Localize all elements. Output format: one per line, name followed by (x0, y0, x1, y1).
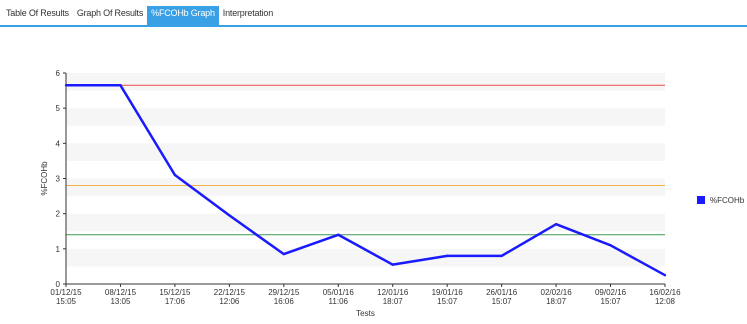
y-tick-label: 4 (56, 139, 61, 148)
y-tick-label: 3 (56, 175, 61, 184)
x-tick-label-time: 11:06 (329, 297, 349, 306)
data-point (445, 254, 449, 258)
x-tick-label-time: 12:08 (655, 297, 676, 306)
data-point (337, 233, 340, 236)
reference-lines (66, 84, 665, 236)
tab-interpretation[interactable]: Interpretation (222, 8, 274, 18)
x-tick-label-date: 16/02/16 (649, 288, 681, 297)
legend: %FCOHb (697, 196, 745, 205)
series-line-fcohb (66, 84, 666, 277)
tab-table-of-results[interactable]: Table Of Results (6, 8, 69, 18)
data-point (173, 173, 177, 177)
x-tick-label-date: 19/01/16 (432, 288, 464, 297)
y-axis-title: %FCOHb (40, 161, 49, 196)
y-tick-label: 0 (56, 280, 61, 289)
legend-swatch (697, 196, 705, 204)
tab-graph-of-results[interactable]: Graph Of Results (76, 8, 144, 18)
background-bands (66, 73, 665, 267)
y-tick-label: 1 (56, 245, 61, 254)
y-tick-label: 2 (56, 210, 61, 219)
x-tick-label-date: 05/01/16 (323, 288, 355, 297)
grid-band (66, 108, 665, 126)
tab-fcohb-graph[interactable]: %FCOHb Graph (147, 6, 219, 25)
x-tick-label-time: 18:07 (546, 297, 567, 306)
x-tick-label-time: 17:06 (165, 297, 186, 306)
x-tick-label-time: 18:07 (383, 297, 404, 306)
x-tick-label-time: 15:07 (437, 297, 458, 306)
x-tick-label-date: 08/12/15 (105, 288, 137, 297)
series-layer (64, 84, 667, 277)
x-tick-label-date: 15/12/15 (159, 288, 191, 297)
x-tick-label-time: 12:06 (219, 297, 240, 306)
grid-band (66, 73, 665, 91)
grid-band (66, 248, 665, 267)
grid-band (66, 143, 665, 161)
x-tick-label-time: 15:07 (492, 297, 513, 306)
data-point (282, 252, 286, 256)
y-axis-ticks: 0 1 2 3 4 5 6 (56, 69, 66, 289)
x-tick-label-date: 01/12/15 (50, 288, 82, 297)
data-point (609, 244, 612, 247)
x-tick-label-date: 09/02/16 (595, 288, 627, 297)
x-tick-label-time: 15:07 (601, 297, 622, 306)
x-axis-title: Tests (356, 309, 375, 318)
x-tick-label-date: 22/12/15 (214, 288, 246, 297)
tab-bar: Table Of Results Graph Of Results %FCOHb… (0, 0, 747, 27)
data-point (391, 263, 394, 266)
data-point (64, 84, 68, 87)
y-tick-label: 5 (56, 104, 61, 113)
x-tick-label-date: 26/01/16 (486, 288, 518, 297)
x-tick-label-date: 12/01/16 (377, 288, 409, 297)
data-point (663, 274, 667, 277)
data-point (228, 214, 231, 217)
x-tick-label-time: 15:05 (56, 297, 77, 306)
x-tick-label-date: 29/12/15 (268, 288, 300, 297)
y-tick-label: 6 (56, 69, 61, 78)
data-point (500, 254, 503, 258)
x-tick-label-date: 02/02/16 (541, 288, 573, 297)
grid-band (66, 178, 665, 197)
data-point (119, 84, 122, 87)
x-tick-label-time: 16:06 (274, 297, 295, 306)
legend-label: %FCOHb (710, 196, 745, 205)
x-tick-label-time: 13:05 (110, 297, 131, 306)
data-point (554, 223, 558, 226)
grid-band (66, 213, 665, 232)
